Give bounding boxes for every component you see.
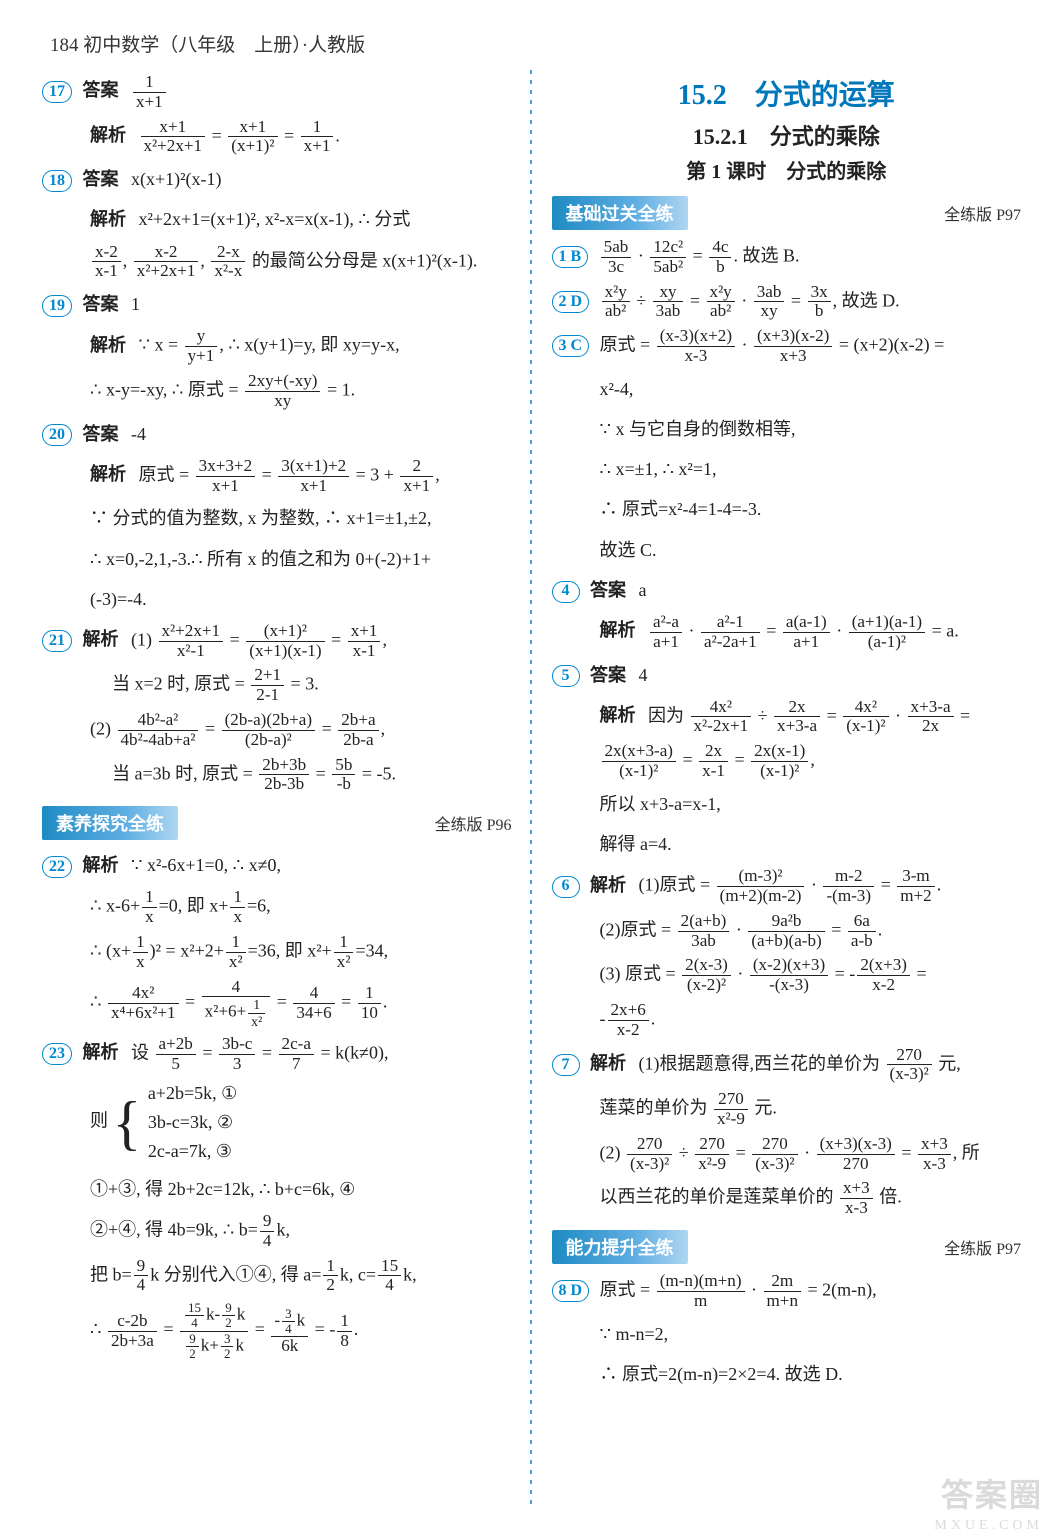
r-q6-l3b: -2x+6x-2.	[552, 1001, 1022, 1040]
r-q7-l4: 以西兰花的单价是莲菜单价的 x+3x-3 倍.	[552, 1179, 1022, 1218]
r-q6: 6 解析 (1)原式 = (m-3)²(m+2)(m-2) · m-2-(m-3…	[552, 867, 1022, 906]
qnum-r7: 7	[552, 1054, 580, 1076]
q17-answer: 17 答案 1x+1	[42, 73, 512, 112]
q20-expl3: ∴ x=0,-2,1,-3.∴ 所有 x 的值之和为 0+(-2)+1+	[42, 542, 512, 576]
qnum-19: 19	[42, 295, 72, 317]
watermark: 答案圈	[941, 1470, 1043, 1516]
r-q3-l4: ∴ x=±1, ∴ x²=1,	[552, 452, 1022, 486]
r-q5: 5 答案 4	[552, 658, 1022, 692]
qnum-r4: 4	[552, 581, 580, 603]
title-main: 15.2 分式的运算	[552, 73, 1022, 113]
r-q6-l2: (2)原式 = 2(a+b)3ab · 9a²b(a+b)(a-b) = 6aa…	[552, 912, 1022, 951]
q23-l4: 把 b=94k 分别代入①④, 得 a=12k, c=154k,	[42, 1257, 512, 1296]
r-q7-l3: (2) 270(x-3)² ÷ 270x²-9 = 270(x-3)² · (x…	[552, 1135, 1022, 1174]
r-q3-l3: ∵ x 与它自身的倒数相等,	[552, 412, 1022, 446]
section-basic: 基础过关全练 全练版 P97	[552, 196, 1022, 230]
r-q2: 2 D x²yab² ÷ xy3ab = x²yab² · 3abxy = 3x…	[552, 283, 1022, 322]
column-divider	[530, 70, 532, 1506]
title-sub: 15.2.1 分式的乘除	[552, 119, 1022, 151]
qnum-r3: 3 C	[552, 335, 590, 357]
qnum-17: 17	[42, 81, 72, 103]
q22-l3: ∴ (x+1x)² = x²+2+1x²=36, 即 x²+1x²=34,	[42, 933, 512, 972]
r-q1: 1 B 5ab3c · 12c²5ab² = 4cb. 故选 B.	[552, 238, 1022, 277]
page-ref-basic: 全练版 P97	[944, 201, 1021, 225]
qnum-r6: 6	[552, 876, 580, 898]
qnum-r1: 1 B	[552, 246, 589, 268]
q18-expl2: x-2x-1, x-2x²+2x+1, 2-xx²-x 的最简公分母是 x(x+…	[42, 243, 512, 282]
qnum-r2: 2 D	[552, 291, 590, 313]
r-q6-l3a: (3) 原式 = 2(x-3)(x-2)² · (x-2)(x+3)-(x-3)…	[552, 956, 1022, 995]
r-q5-l4: 解得 a=4.	[552, 827, 1022, 861]
r-q4-expl: 解析 a²-aa+1 · a²-1a²-2a+1 = a(a-1)a+1 · (…	[552, 613, 1022, 652]
answer-label: 答案	[83, 80, 119, 100]
watermark-sub: MXUE.COM	[934, 1518, 1043, 1534]
q21-2b: 当 a=3b 时, 原式 = 2b+3b2b-3b = 5b-b = -5.	[42, 756, 512, 795]
q19-answer: 19 答案 1	[42, 287, 512, 321]
q21: 21 解析 (1) x²+2x+1x²-1 = (x+1)²(x+1)(x-1)…	[42, 622, 512, 661]
q23-l3: ②+④, 得 4b=9k, ∴ b=94k,	[42, 1212, 512, 1251]
qnum-23: 23	[42, 1043, 72, 1065]
q20-expl2: ∵ 分式的值为整数, x 为整数, ∴ x+1=±1,±2,	[42, 501, 512, 535]
q19-expl2: ∴ x-y=-xy, ∴ 原式 = 2xy+(-xy)xy = 1.	[42, 372, 512, 411]
q23: 23 解析 设 a+2b5 = 3b-c3 = 2c-a7 = k(k≠0),	[42, 1035, 512, 1074]
section-suyang: 素养探究全练 全练版 P96	[42, 806, 512, 840]
r-q8-l2: ∵ m-n=2,	[552, 1317, 1022, 1351]
r-q4: 4 答案 a	[552, 573, 1022, 607]
q23-l2: ①+③, 得 2b+2c=12k, ∴ b+c=6k, ④	[42, 1172, 512, 1206]
page-ref-ability: 全练版 P97	[944, 1235, 1021, 1259]
q18-answer: 18 答案 x(x+1)²(x-1)	[42, 162, 512, 196]
r-q3-l2: x²-4,	[552, 372, 1022, 406]
q18-expl1: 解析 x²+2x+1=(x+1)², x²-x=x(x-1), ∴ 分式	[42, 202, 512, 236]
q21-2a: (2) 4b²-a²4b²-4ab+a² = (2b-a)(2b+a)(2b-a…	[42, 711, 512, 750]
q21-1b: 当 x=2 时, 原式 = 2+12-1 = 3.	[42, 666, 512, 705]
q20-expl4: (-3)=-4.	[42, 582, 512, 616]
qnum-18: 18	[42, 170, 72, 192]
page-header: 184 初中数学（八年级 上册）·人教版	[0, 0, 1063, 67]
qnum-21: 21	[42, 630, 72, 652]
page-ref: 全练版 P96	[435, 811, 512, 835]
section-bar-ability: 能力提升全练	[552, 1230, 688, 1264]
left-column: 17 答案 1x+1 解析 x+1x²+2x+1 = x+1(x+1)² = 1…	[30, 67, 532, 1397]
q22-l4: ∴ 4x²x⁴+6x²+1 = 4x²+6+1x² = 434+6 = 110.	[42, 978, 512, 1029]
qnum-22: 22	[42, 856, 72, 878]
r-q7: 7 解析 (1)根据题意得,西兰花的单价为 270(x-3)² 元,	[552, 1046, 1022, 1085]
q23-sys: 则 { a+2b=5k, ① 3b-c=3k, ② 2c-a=7k, ③	[42, 1079, 512, 1165]
q20-expl1: 解析 原式 = 3x+3+2x+1 = 3(x+1)+2x+1 = 3 + 2x…	[42, 457, 512, 496]
q20-answer: 20 答案 -4	[42, 417, 512, 451]
r-q8-l3: ∴ 原式=2(m-n)=2×2=4. 故选 D.	[552, 1357, 1022, 1391]
section-ability: 能力提升全练 全练版 P97	[552, 1230, 1022, 1264]
qnum-20: 20	[42, 424, 72, 446]
title-sub2: 第 1 课时 分式的乘除	[552, 155, 1022, 184]
r-q8: 8 D 原式 = (m-n)(m+n)m · 2mm+n = 2(m-n),	[552, 1272, 1022, 1311]
q17-expl: 解析 x+1x²+2x+1 = x+1(x+1)² = 1x+1.	[42, 118, 512, 157]
q22: 22 解析 ∵ x²-6x+1=0, ∴ x≠0,	[42, 848, 512, 882]
qnum-r5: 5	[552, 665, 580, 687]
r-q3-l6: 故选 C.	[552, 533, 1022, 567]
r-q5-l3: 所以 x+3-a=x-1,	[552, 787, 1022, 821]
right-column: 15.2 分式的运算 15.2.1 分式的乘除 第 1 课时 分式的乘除 基础过…	[532, 67, 1034, 1397]
q19-expl1: 解析 ∵ x = yy+1, ∴ x(y+1)=y, 即 xy=y-x,	[42, 327, 512, 366]
qnum-r8: 8 D	[552, 1280, 590, 1302]
r-q5-l2: 2x(x+3-a)(x-1)² = 2xx-1 = 2x(x-1)(x-1)²,	[552, 742, 1022, 781]
q22-l2: ∴ x-6+1x=0, 即 x+1x=6,	[42, 888, 512, 927]
section-bar: 素养探究全练	[42, 806, 178, 840]
title-block: 15.2 分式的运算 15.2.1 分式的乘除 第 1 课时 分式的乘除	[552, 73, 1022, 184]
r-q5-l1: 解析 因为 4x²x²-2x+1 ÷ 2xx+3-a = 4x²(x-1)² ·…	[552, 698, 1022, 737]
r-q7-l2: 莲菜的单价为 270x²-9 元.	[552, 1090, 1022, 1129]
r-q3: 3 C 原式 = (x-3)(x+2)x-3 · (x+3)(x-2)x+3 =…	[552, 327, 1022, 366]
section-bar-basic: 基础过关全练	[552, 196, 688, 230]
q23-l5: ∴ c-2b2b+3a = 154k-92k92k+32k = -34k6k =…	[42, 1301, 512, 1361]
r-q3-l5: ∴ 原式=x²-4=1-4=-3.	[552, 492, 1022, 526]
